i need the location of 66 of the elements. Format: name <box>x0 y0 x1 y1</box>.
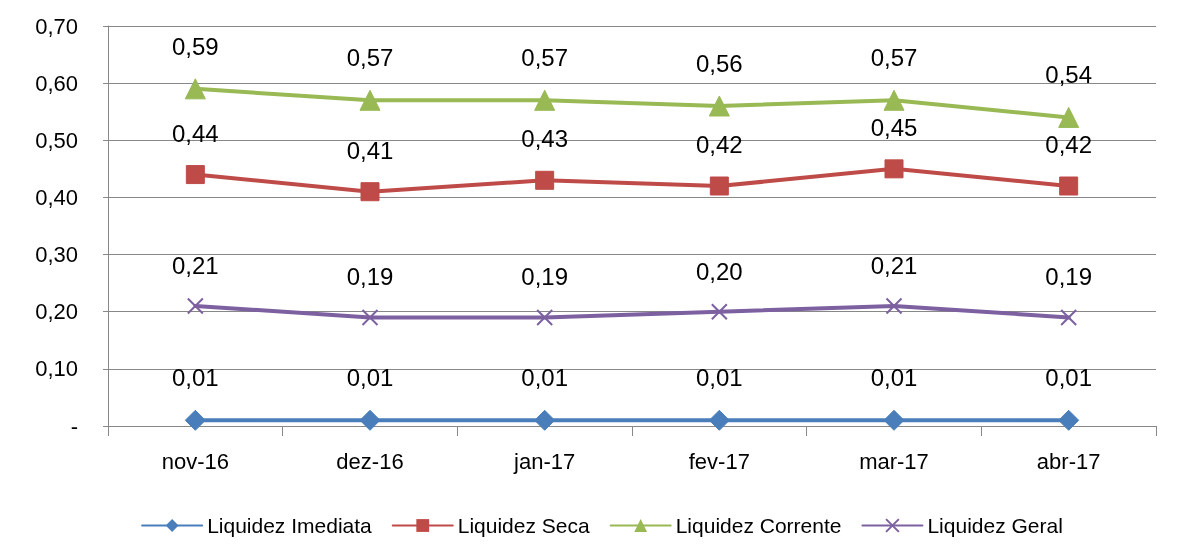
point <box>359 89 381 111</box>
point <box>534 409 556 431</box>
data-label: 0,21 <box>171 252 219 279</box>
point <box>708 95 730 117</box>
point <box>534 89 556 111</box>
data-label: 0,57 <box>521 44 569 72</box>
data-label: 0,56 <box>695 50 743 77</box>
data-label: 0,01 <box>521 364 569 392</box>
point <box>186 297 204 315</box>
data-label: 0,01 <box>171 364 219 392</box>
point <box>1058 409 1080 431</box>
point <box>1059 176 1079 196</box>
y-tick-label: 0,30 <box>35 242 78 268</box>
point <box>185 165 205 185</box>
data-label: 0,54 <box>1045 61 1093 89</box>
data-label: 0,20 <box>695 257 743 285</box>
data-label: 0,21 <box>870 252 918 279</box>
x-tick-label: fev-17 <box>688 448 750 474</box>
y-tick-label: 0,70 <box>35 13 78 39</box>
point <box>535 170 555 190</box>
x-tick-label: mar-17 <box>859 448 929 474</box>
legend-label: Liquidez Seca <box>457 514 590 537</box>
point <box>359 409 381 431</box>
data-label: 0,01 <box>1045 364 1093 392</box>
point <box>1058 106 1080 128</box>
data-label: 0,42 <box>695 131 743 158</box>
point <box>708 409 730 431</box>
data-label: 0,19 <box>346 263 394 291</box>
data-label: 0,01 <box>695 364 743 392</box>
x-tick-label: jan-17 <box>513 448 576 474</box>
data-label: 0,57 <box>870 44 918 72</box>
point <box>885 297 903 315</box>
y-tick-label: 0,20 <box>35 299 78 325</box>
y-tick-label: 0,50 <box>35 127 78 153</box>
point <box>536 308 554 326</box>
x-tick-label: dez-16 <box>336 448 404 474</box>
y-tick-label: 0,60 <box>35 70 78 96</box>
point <box>361 308 379 326</box>
y-tick-label: 0,10 <box>35 356 78 382</box>
x-tick-label: abr-17 <box>1036 448 1101 474</box>
data-label: 0,19 <box>1045 263 1093 291</box>
point <box>709 176 729 196</box>
x-tick-label: nov-16 <box>161 448 229 474</box>
data-label: 0,19 <box>521 263 569 291</box>
y-tick-label: 0,40 <box>35 184 78 210</box>
y-tick-label: - <box>70 413 78 439</box>
data-label: 0,45 <box>870 113 918 141</box>
point <box>360 182 380 202</box>
legend-label: Liquidez Geral <box>927 514 1063 537</box>
data-label: 0,57 <box>346 44 394 72</box>
point <box>710 303 728 321</box>
point <box>883 409 905 431</box>
data-label: 0,42 <box>1045 131 1093 158</box>
point <box>1060 308 1078 326</box>
data-label: 0,41 <box>346 136 394 164</box>
point <box>884 159 904 179</box>
point <box>184 78 206 100</box>
legend-label: Liquidez Imediata <box>207 514 373 537</box>
point <box>184 409 206 431</box>
data-label: 0,01 <box>870 364 918 392</box>
data-label: 0,59 <box>171 32 219 60</box>
data-label: 0,43 <box>521 125 569 153</box>
point <box>883 89 905 111</box>
legend-label: Liquidez Corrente <box>675 514 842 537</box>
data-label: 0,44 <box>171 119 219 147</box>
data-label: 0,01 <box>346 364 394 392</box>
